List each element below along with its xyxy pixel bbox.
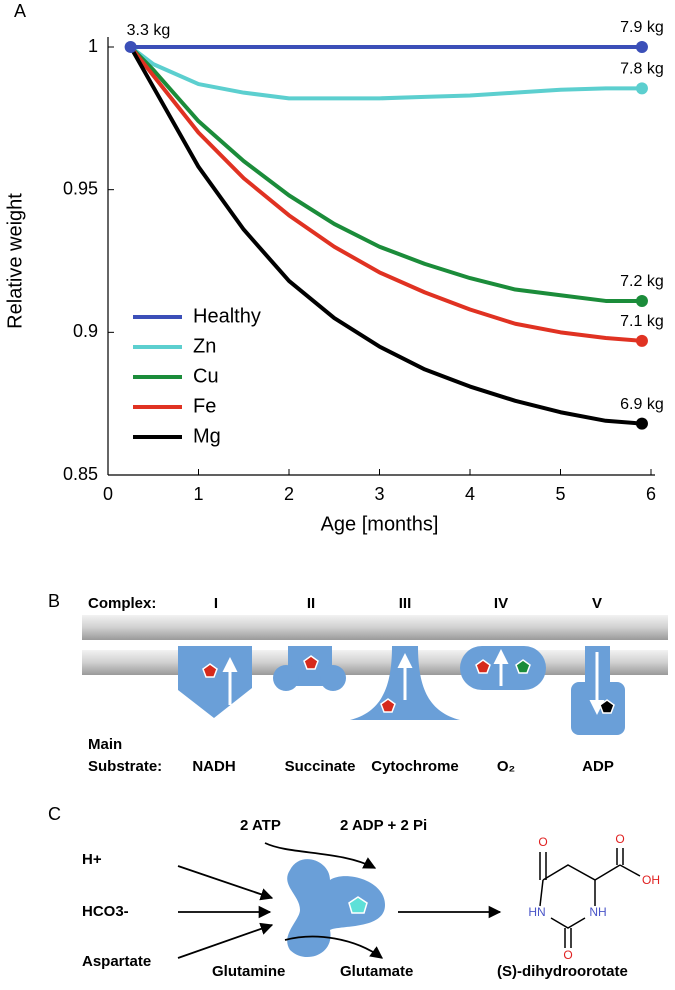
donor: Glutamine	[212, 963, 285, 980]
atom: O	[563, 948, 572, 962]
product: (S)-dihydroorotate	[497, 963, 628, 980]
end-label: 7.9 kg	[620, 19, 664, 36]
line	[128, 46, 643, 426]
legend-label: Cu	[193, 365, 219, 387]
x-tick-label: 0	[103, 484, 113, 504]
site	[475, 659, 491, 674]
complex-shape	[178, 646, 252, 718]
y-tick-label: 0.95	[63, 178, 98, 198]
membrane	[82, 650, 668, 675]
atom: NH	[589, 905, 606, 919]
site	[599, 699, 615, 714]
line	[129, 45, 642, 303]
end-label: 6.9 kg	[620, 396, 664, 413]
enzyme	[287, 859, 385, 958]
complex-name: III	[399, 595, 412, 612]
input: HCO3-	[82, 903, 129, 920]
x-tick-label: 5	[555, 484, 565, 504]
line	[129, 45, 643, 343]
x-tick-label: 3	[374, 484, 384, 504]
end-label: 7.2 kg	[620, 273, 664, 290]
bond	[564, 928, 572, 948]
cofactor: 2 ATP	[240, 817, 281, 834]
complex-name: II	[307, 595, 315, 612]
legend-label: Fe	[193, 395, 216, 417]
substrate: ADP	[582, 758, 614, 775]
site	[348, 896, 368, 914]
panel-label: B	[48, 591, 60, 611]
substrate: Succinate	[285, 758, 356, 775]
y-tick-label: 0.85	[63, 464, 98, 484]
atom: O	[615, 832, 624, 846]
arrow	[264, 842, 377, 869]
arrow	[177, 865, 274, 901]
y-tick-label: 0.9	[73, 321, 98, 341]
end-marker	[635, 334, 648, 347]
x-axis-label: Age [months]	[321, 513, 439, 535]
complex-shape	[460, 646, 546, 690]
site	[380, 698, 396, 713]
molecule	[539, 848, 641, 948]
complex-shape	[273, 665, 299, 691]
complex-name: I	[214, 595, 218, 612]
arrow	[177, 922, 274, 959]
donor-product: Glutamate	[340, 963, 413, 980]
site	[515, 659, 531, 674]
atom: HN	[528, 905, 545, 919]
header: Complex:	[88, 595, 156, 612]
row-label: Substrate:	[88, 758, 162, 775]
line	[129, 45, 642, 101]
complex-shape	[320, 665, 346, 691]
x-tick-label: 1	[193, 484, 203, 504]
atom: OH	[642, 873, 660, 887]
membrane	[82, 615, 668, 640]
cofactor: 2 ADP + 2 Pi	[340, 817, 427, 834]
legend-label: Mg	[193, 425, 221, 447]
x-tick-label: 6	[646, 484, 656, 504]
end-marker	[635, 82, 648, 95]
row-label: Main	[88, 736, 122, 753]
substrate: Cytochrome	[371, 758, 459, 775]
x-tick-label: 2	[284, 484, 294, 504]
end-marker	[635, 294, 648, 307]
bond	[594, 848, 641, 881]
y-axis-label: Relative weight	[4, 193, 26, 329]
start-marker	[124, 41, 137, 53]
substrate: O₂	[497, 758, 515, 775]
panel-label: A	[14, 1, 26, 21]
input: H+	[82, 851, 102, 868]
legend-label: Healthy	[193, 305, 261, 327]
atom: O	[538, 835, 547, 849]
end-marker	[635, 41, 648, 53]
site	[202, 663, 218, 678]
legend-label: Zn	[193, 335, 216, 357]
bond	[539, 852, 547, 880]
input: Aspartate	[82, 953, 151, 970]
end-label: 7.8 kg	[620, 61, 664, 78]
end-label: 7.1 kg	[620, 313, 664, 330]
start-label: 3.3 kg	[127, 22, 171, 39]
y-tick-label: 1	[88, 36, 98, 56]
site	[303, 655, 319, 670]
complex-name: IV	[494, 595, 508, 612]
complex-name: V	[592, 595, 602, 612]
end-marker	[635, 417, 648, 430]
bond	[539, 864, 596, 929]
arrow	[284, 935, 384, 959]
x-tick-label: 4	[465, 484, 475, 504]
substrate: NADH	[192, 758, 235, 775]
panel-label: C	[48, 804, 61, 824]
